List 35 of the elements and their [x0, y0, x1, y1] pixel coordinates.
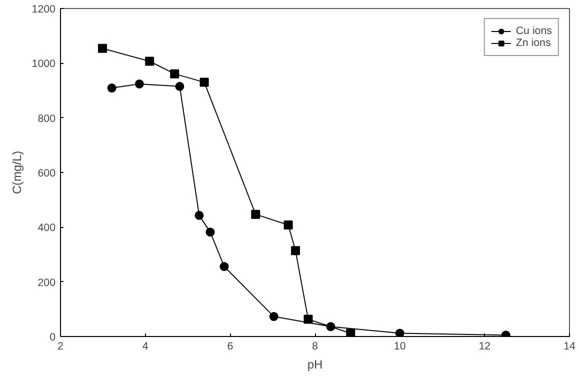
point	[200, 78, 209, 87]
point	[284, 220, 293, 230]
y-tick-label: 1200	[32, 4, 56, 16]
point	[170, 69, 180, 78]
x-tick-label: 12	[478, 340, 491, 352]
x-tick-label: 6	[227, 340, 234, 352]
point	[290, 246, 300, 256]
point	[194, 210, 204, 220]
y-tick-label: 600	[38, 168, 56, 180]
point	[175, 82, 184, 91]
y-tick-label: 0	[50, 332, 56, 344]
point	[395, 328, 404, 336]
y-tick-label: 200	[38, 276, 56, 289]
x-tick-label: 14	[564, 340, 576, 352]
point	[346, 328, 356, 336]
point	[206, 228, 215, 237]
x-tick-label: 2	[58, 340, 64, 352]
point	[98, 44, 107, 53]
point	[134, 79, 144, 88]
point	[269, 312, 278, 322]
point	[145, 56, 154, 66]
y-tick-label: 800	[38, 112, 56, 125]
point	[304, 314, 313, 324]
legend-label: Cu ions	[516, 25, 552, 37]
legend-label: Zn ions	[516, 37, 551, 49]
y-tick-label: 400	[38, 222, 56, 234]
y-axis-title: C(mg/L)	[10, 150, 24, 194]
point	[251, 210, 260, 219]
y-tick-label: 1000	[32, 58, 56, 70]
x-axis-title: pH	[307, 358, 323, 372]
x-tick-label: 8	[312, 340, 318, 352]
point	[220, 262, 229, 272]
point	[107, 84, 116, 93]
x-tick-label: 10	[394, 340, 406, 352]
x-tick-label: 4	[142, 340, 148, 352]
